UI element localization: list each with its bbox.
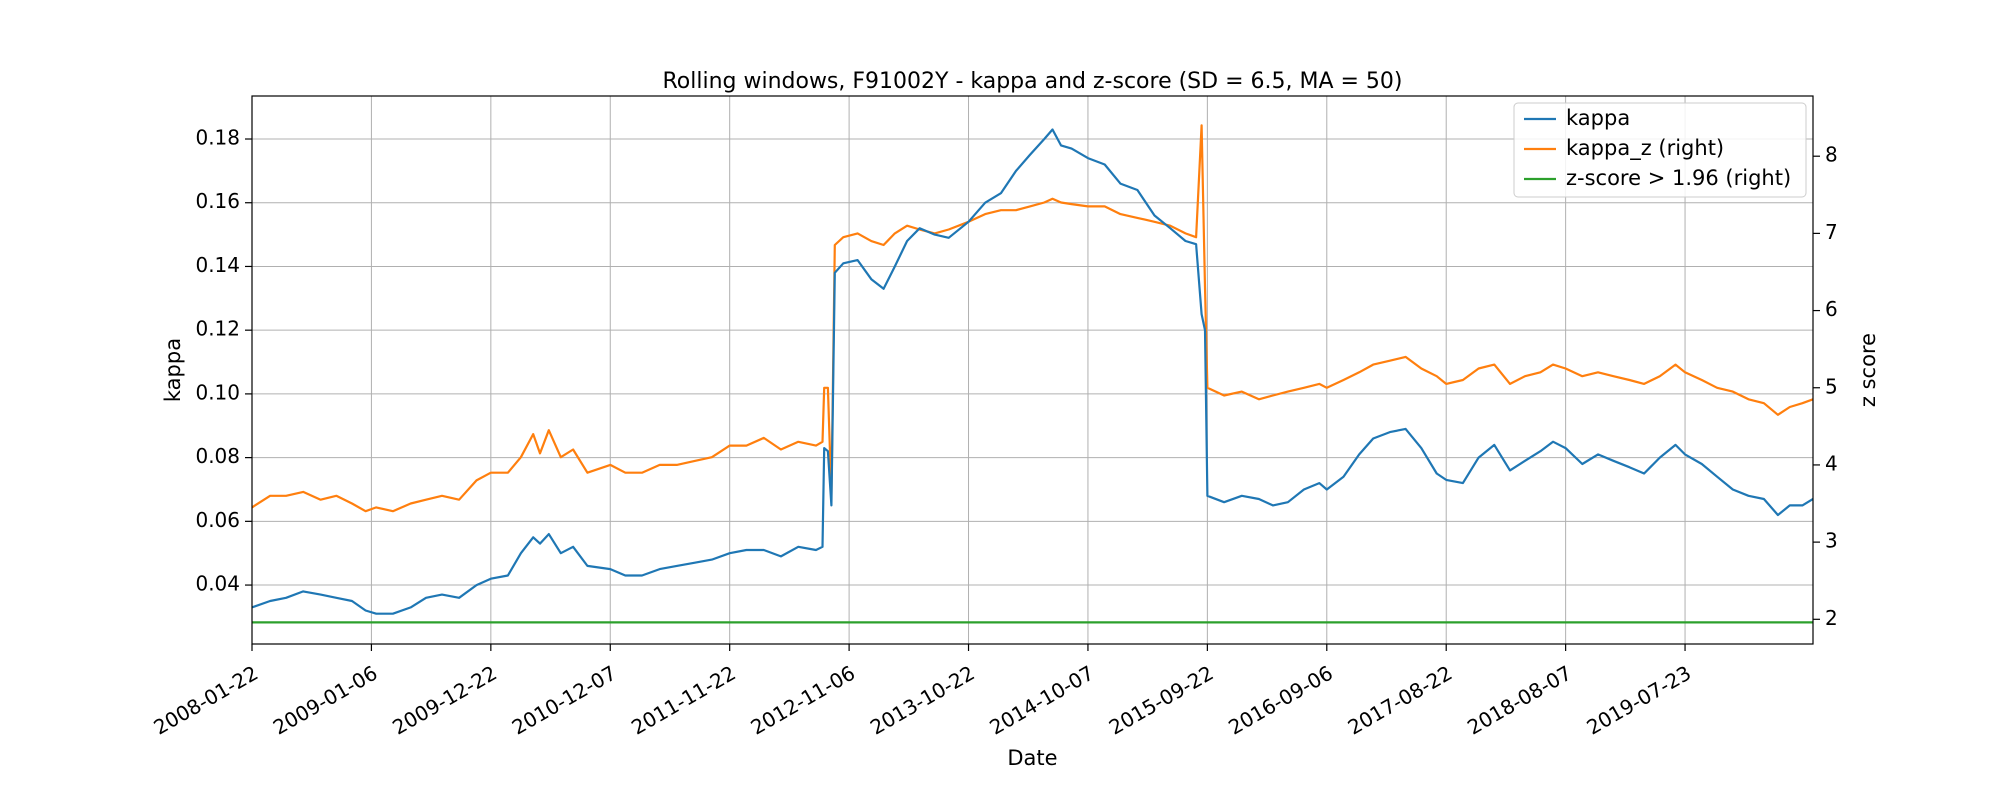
legend-label: z-score > 1.96 (right)	[1566, 166, 1791, 190]
x-tick-label: 2011-11-22	[627, 661, 740, 740]
x-tick-label: 2019-07-23	[1582, 661, 1695, 740]
y-tick-label: 0.08	[195, 444, 240, 468]
x-axis-label: Date	[1007, 746, 1057, 770]
y-right-tick-label: 3	[1825, 529, 1838, 553]
series-line-1	[252, 124, 1813, 513]
x-tick-label: 2010-12-07	[508, 661, 621, 740]
x-tick-label: 2015-09-22	[1105, 661, 1218, 740]
x-tick-label: 2014-10-07	[985, 661, 1098, 740]
y-tick-label: 0.10	[195, 380, 240, 404]
y-tick-label: 0.12	[195, 317, 240, 341]
y-right-tick-label: 8	[1825, 143, 1838, 167]
y-tick-label: 0.16	[195, 189, 240, 213]
series-lines	[252, 124, 1813, 624]
y-axis-label: kappa	[161, 338, 185, 402]
x-tick-label: 2016-09-06	[1224, 661, 1337, 740]
legend-label: kappa	[1566, 106, 1630, 130]
x-tick-label: 2008-01-22	[149, 661, 262, 740]
series-line-0	[252, 128, 1813, 615]
x-tick-label: 2017-08-22	[1344, 661, 1457, 740]
y-axis-right-label: z score	[1856, 333, 1880, 407]
y-right-tick-label: 2	[1825, 606, 1838, 630]
y-right-tick-label: 6	[1825, 297, 1838, 321]
y-axis-left: 0.04 0.06 0.08 0.10 0.12 0.14 0.16 0.18	[195, 126, 252, 596]
chart-title: Rolling windows, F91002Y - kappa and z-s…	[662, 69, 1402, 94]
x-axis: 2008-01-22 2009-01-06 2009-12-22 2010-12-07…	[149, 644, 1695, 740]
y-right-tick-label: 7	[1825, 220, 1838, 244]
legend-box	[1513, 102, 1807, 198]
x-tick-label: 2012-11-06	[747, 661, 860, 740]
x-tick-label: 2018-08-07	[1463, 661, 1576, 740]
x-tick-label: 2009-12-22	[388, 661, 501, 740]
legend-label: kappa_z (right)	[1566, 136, 1724, 161]
y-right-tick-label: 4	[1825, 451, 1838, 475]
y-tick-label: 0.14	[195, 253, 240, 277]
y-tick-label: 0.04	[195, 572, 240, 596]
y-tick-label: 0.18	[195, 126, 240, 150]
x-tick-label: 2009-01-06	[269, 661, 382, 740]
x-tick-label: 2013-10-22	[866, 661, 979, 740]
legend: kappa kappa_z (right) z-score > 1.96 (righ…	[1513, 102, 1807, 198]
y-tick-label: 0.06	[195, 508, 240, 532]
y-axis-right: 2 3 4 5 6 7 8	[1813, 143, 1838, 630]
y-right-tick-label: 5	[1825, 374, 1838, 398]
plot-frame	[251, 95, 1814, 645]
